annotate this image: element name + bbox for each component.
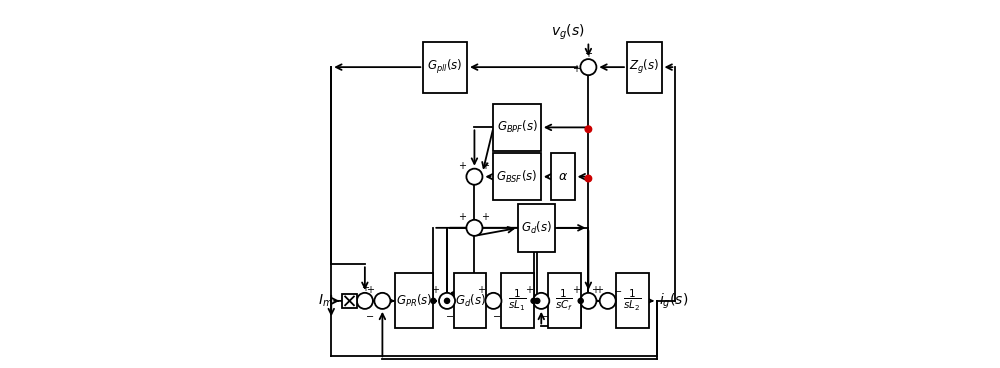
Text: $\dfrac{1}{sC_f}$: $\dfrac{1}{sC_f}$ — [555, 289, 573, 314]
Circle shape — [485, 293, 501, 309]
FancyBboxPatch shape — [454, 273, 486, 328]
Text: $v_g(s)$: $v_g(s)$ — [551, 23, 585, 42]
Text: $G_{pll}(s)$: $G_{pll}(s)$ — [427, 58, 463, 76]
Circle shape — [466, 220, 482, 236]
Text: +: + — [458, 161, 466, 171]
Circle shape — [439, 293, 455, 309]
Text: $\dfrac{1}{sL_1}$: $\dfrac{1}{sL_1}$ — [508, 289, 526, 314]
Circle shape — [580, 293, 596, 309]
Text: $-$: $-$ — [365, 310, 375, 320]
FancyBboxPatch shape — [493, 104, 541, 151]
Text: $G_{BSF}(s)$: $G_{BSF}(s)$ — [496, 169, 538, 185]
FancyBboxPatch shape — [493, 153, 541, 201]
FancyBboxPatch shape — [423, 42, 467, 93]
FancyBboxPatch shape — [518, 204, 555, 252]
Text: +: + — [477, 285, 485, 295]
FancyBboxPatch shape — [395, 273, 433, 328]
Text: +: + — [572, 285, 580, 295]
Text: +: + — [572, 64, 580, 74]
FancyBboxPatch shape — [616, 273, 649, 328]
Text: +: + — [481, 161, 489, 171]
Text: $I_m$: $I_m$ — [318, 293, 333, 309]
Text: $\alpha$: $\alpha$ — [558, 170, 568, 183]
FancyBboxPatch shape — [627, 42, 662, 93]
Circle shape — [585, 126, 592, 132]
Text: +: + — [595, 285, 603, 295]
Text: +: + — [481, 212, 489, 222]
Text: $-$: $-$ — [445, 310, 455, 320]
Text: +: + — [366, 285, 374, 295]
Circle shape — [444, 298, 450, 304]
Text: +: + — [584, 49, 592, 59]
Text: +: + — [591, 285, 599, 295]
Text: $-$: $-$ — [613, 285, 623, 295]
FancyBboxPatch shape — [551, 153, 575, 201]
Text: $-$: $-$ — [492, 310, 501, 320]
Circle shape — [357, 293, 373, 309]
Text: $G_{PR}(s)$: $G_{PR}(s)$ — [396, 293, 432, 309]
FancyBboxPatch shape — [548, 273, 581, 328]
Text: $-$: $-$ — [540, 310, 549, 320]
Text: +: + — [458, 212, 466, 222]
Circle shape — [585, 175, 592, 182]
Circle shape — [374, 293, 390, 309]
Text: +: + — [525, 285, 533, 295]
Circle shape — [531, 298, 536, 304]
Circle shape — [535, 298, 540, 304]
Text: $Z_g(s)$: $Z_g(s)$ — [629, 58, 659, 76]
Circle shape — [533, 293, 549, 309]
Circle shape — [600, 293, 616, 309]
FancyBboxPatch shape — [501, 273, 534, 328]
Text: +: + — [431, 285, 439, 295]
Circle shape — [466, 169, 482, 185]
Text: $G_d(s)$: $G_d(s)$ — [455, 293, 486, 309]
Circle shape — [578, 298, 583, 304]
Text: $G_{BPF}(s)$: $G_{BPF}(s)$ — [497, 119, 538, 135]
Circle shape — [431, 298, 436, 304]
FancyBboxPatch shape — [342, 294, 357, 308]
Text: +: + — [361, 283, 369, 293]
Text: $\dfrac{1}{sL_2}$: $\dfrac{1}{sL_2}$ — [623, 289, 641, 314]
Text: $G_d(s)$: $G_d(s)$ — [521, 220, 552, 236]
Circle shape — [580, 59, 596, 75]
Text: $i_g(s)$: $i_g(s)$ — [659, 291, 688, 311]
